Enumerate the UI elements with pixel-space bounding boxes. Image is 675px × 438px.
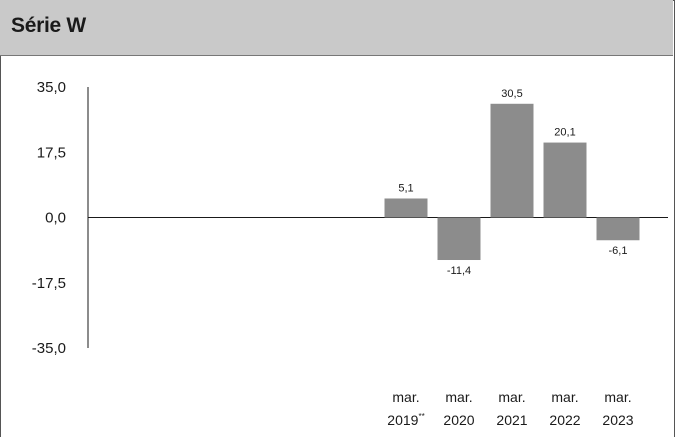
x-tick-label-year: 2019** (387, 412, 424, 428)
chart-title: Série W (11, 14, 86, 37)
x-axis-labels: mar. 2019** mar. 2020 mar. 2021 mar. 2022 mar. 20… (387, 389, 633, 428)
data-label: -11,4 (447, 265, 471, 277)
bar (437, 217, 481, 261)
y-tick-label: 35,0 (37, 79, 66, 96)
y-tick-label: -35,0 (32, 340, 66, 357)
x-tick-label-month: mar. (498, 389, 525, 405)
data-label: 20,1 (554, 127, 575, 139)
bar (490, 103, 534, 218)
x-tick-label-month: mar. (551, 389, 578, 405)
x-tick-label-year: 2023 (602, 412, 633, 428)
x-tick-label-year: 2022 (549, 412, 580, 428)
y-tick-label: -17,5 (32, 275, 66, 292)
bar (543, 142, 587, 218)
data-label: 30,5 (501, 88, 522, 100)
bars: 5,1 -11,4 30,5 20,1 -6,1 (384, 88, 640, 277)
x-tick-label-month: mar. (604, 389, 631, 405)
y-axis-ticks: 35,0 17,5 0,0 -17,5 -35,0 (32, 79, 66, 357)
data-label: -6,1 (609, 245, 628, 257)
y-tick-label: 17,5 (37, 144, 66, 161)
chart-header: Série W (0, 0, 673, 56)
x-tick-label-month: mar. (445, 389, 472, 405)
x-tick-label-year: 2020 (443, 412, 474, 428)
bar (596, 217, 640, 241)
x-tick-label-year: 2021 (496, 412, 527, 428)
footnote-marker: ** (418, 412, 424, 421)
bar (384, 198, 428, 218)
data-label: 5,1 (398, 182, 413, 194)
y-tick-label: 0,0 (45, 210, 66, 227)
x-tick-label-month: mar. (392, 389, 419, 405)
